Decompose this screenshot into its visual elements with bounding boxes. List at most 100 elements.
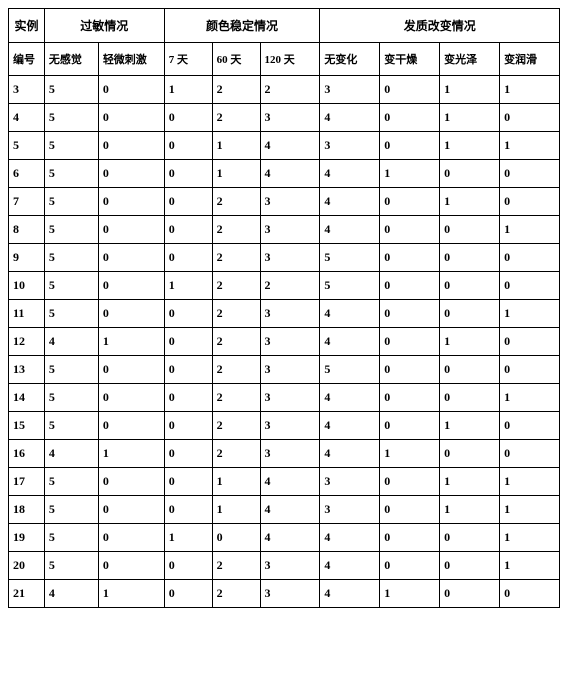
table-cell: 1	[440, 104, 500, 132]
table-cell: 0	[98, 524, 164, 552]
table-cell: 0	[98, 384, 164, 412]
table-cell: 0	[380, 468, 440, 496]
table-row: 18500143011	[9, 496, 560, 524]
table-cell: 0	[500, 412, 560, 440]
table-row: 9500235000	[9, 244, 560, 272]
table-header: 实例 过敏情况 颜色稳定情况 发质改变情况 编号 无感觉 轻微刺激 7 天 60…	[9, 9, 560, 76]
table-cell: 5	[320, 244, 380, 272]
table-cell: 12	[9, 328, 45, 356]
table-cell: 0	[380, 104, 440, 132]
table-cell: 0	[380, 356, 440, 384]
table-cell: 1	[500, 524, 560, 552]
table-cell: 3	[260, 356, 320, 384]
table-cell: 5	[44, 552, 98, 580]
table-cell: 1	[380, 440, 440, 468]
table-cell: 3	[260, 328, 320, 356]
table-cell: 5	[44, 244, 98, 272]
table-cell: 1	[212, 160, 260, 188]
table-cell: 0	[98, 244, 164, 272]
table-cell: 5	[44, 160, 98, 188]
table-cell: 2	[212, 188, 260, 216]
table-cell: 1	[212, 132, 260, 160]
table-cell: 3	[260, 440, 320, 468]
table-cell: 5	[44, 216, 98, 244]
table-cell: 0	[98, 216, 164, 244]
table-cell: 1	[98, 580, 164, 608]
table-cell: 4	[320, 580, 380, 608]
table-cell: 0	[164, 328, 212, 356]
table-cell: 3	[260, 384, 320, 412]
table-cell: 0	[440, 272, 500, 300]
table-cell: 0	[98, 132, 164, 160]
table-cell: 0	[164, 132, 212, 160]
table-cell: 0	[440, 300, 500, 328]
table-cell: 1	[440, 496, 500, 524]
table-cell: 1	[500, 216, 560, 244]
table-cell: 0	[98, 300, 164, 328]
table-row: 8500234001	[9, 216, 560, 244]
table-cell: 0	[440, 524, 500, 552]
table-cell: 2	[212, 580, 260, 608]
sub-header: 60 天	[212, 43, 260, 76]
table-cell: 4	[320, 384, 380, 412]
table-cell: 5	[9, 132, 45, 160]
sub-header: 变光泽	[440, 43, 500, 76]
sub-header: 无感觉	[44, 43, 98, 76]
table-cell: 0	[440, 244, 500, 272]
table-cell: 1	[440, 76, 500, 104]
table-cell: 0	[164, 356, 212, 384]
table-cell: 1	[98, 328, 164, 356]
table-cell: 0	[98, 272, 164, 300]
table-cell: 0	[440, 160, 500, 188]
table-cell: 17	[9, 468, 45, 496]
table-cell: 0	[500, 244, 560, 272]
table-cell: 5	[44, 356, 98, 384]
table-cell: 0	[98, 412, 164, 440]
table-row: 17500143011	[9, 468, 560, 496]
table-cell: 0	[164, 300, 212, 328]
table-cell: 0	[500, 356, 560, 384]
table-row: 15500234010	[9, 412, 560, 440]
table-row: 3501223011	[9, 76, 560, 104]
table-row: 6500144100	[9, 160, 560, 188]
table-cell: 2	[212, 104, 260, 132]
table-cell: 2	[212, 300, 260, 328]
table-cell: 0	[98, 356, 164, 384]
table-cell: 0	[440, 356, 500, 384]
table-cell: 5	[44, 132, 98, 160]
table-cell: 0	[440, 384, 500, 412]
table-cell: 1	[440, 328, 500, 356]
table-cell: 0	[380, 300, 440, 328]
table-cell: 3	[260, 216, 320, 244]
table-cell: 0	[380, 524, 440, 552]
table-cell: 5	[44, 468, 98, 496]
table-cell: 13	[9, 356, 45, 384]
table-cell: 5	[44, 104, 98, 132]
table-cell: 1	[212, 468, 260, 496]
table-cell: 0	[164, 104, 212, 132]
table-cell: 0	[164, 552, 212, 580]
table-cell: 0	[380, 552, 440, 580]
table-cell: 0	[380, 76, 440, 104]
table-cell: 2	[212, 412, 260, 440]
table-cell: 0	[164, 384, 212, 412]
table-cell: 5	[44, 412, 98, 440]
table-cell: 7	[9, 188, 45, 216]
table-cell: 4	[260, 468, 320, 496]
table-cell: 16	[9, 440, 45, 468]
table-cell: 2	[212, 272, 260, 300]
table-cell: 4	[320, 160, 380, 188]
table-cell: 2	[212, 384, 260, 412]
table-cell: 1	[164, 524, 212, 552]
table-cell: 10	[9, 272, 45, 300]
table-cell: 15	[9, 412, 45, 440]
table-cell: 3	[320, 76, 380, 104]
table-cell: 1	[440, 188, 500, 216]
table-cell: 5	[44, 76, 98, 104]
table-row: 20500234001	[9, 552, 560, 580]
table-cell: 0	[98, 188, 164, 216]
table-row: 7500234010	[9, 188, 560, 216]
table-cell: 4	[260, 132, 320, 160]
sub-header: 无变化	[320, 43, 380, 76]
table-cell: 0	[98, 160, 164, 188]
